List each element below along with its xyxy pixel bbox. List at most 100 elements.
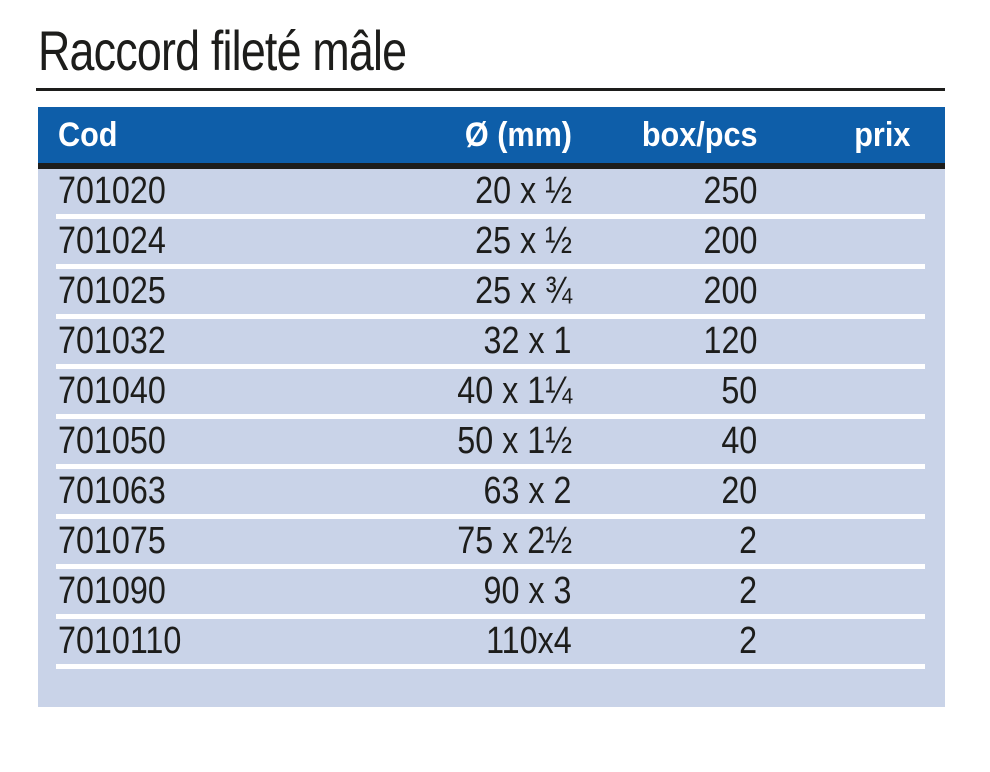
cell-box-pcs: 120 — [572, 320, 757, 363]
cell-box-pcs: 40 — [572, 420, 757, 463]
row-separator — [56, 264, 925, 269]
cell-box-value: 2 — [739, 520, 757, 562]
cell-box-pcs: 200 — [572, 270, 757, 313]
page-title: Raccord fileté mâle — [38, 19, 407, 82]
cell-cod-value: 701063 — [58, 470, 166, 512]
product-table: Cod Ø (mm) box/pcs prix 701020 20 x ½ 25… — [38, 107, 945, 707]
column-header-box-pcs-label: box/pcs — [641, 115, 757, 154]
cell-cod: 701040 — [38, 370, 338, 413]
cell-cod-value: 701024 — [58, 220, 166, 262]
cell-diameter-value: 25 x ¾ — [475, 270, 572, 312]
cell-diameter: 25 x ¾ — [338, 270, 572, 313]
cell-prix — [757, 370, 910, 413]
cell-prix — [757, 470, 910, 513]
cell-prix — [757, 220, 910, 263]
table-row: 701075 75 x 2½ 2 — [38, 519, 945, 564]
column-header-diameter: Ø (mm) — [338, 116, 572, 155]
column-header-diameter-label: Ø (mm) — [464, 115, 572, 154]
cell-box-pcs: 20 — [572, 470, 757, 513]
cell-cod: 701063 — [38, 470, 338, 513]
cell-prix — [757, 270, 910, 313]
cell-cod-value: 701032 — [58, 320, 166, 362]
cell-cod: 701025 — [38, 270, 338, 313]
cell-diameter-value: 40 x 1¼ — [457, 370, 572, 412]
cell-box-value: 50 — [721, 370, 757, 412]
row-separator — [56, 614, 925, 619]
table-row: 701050 50 x 1½ 40 — [38, 419, 945, 464]
cell-cod: 701090 — [38, 570, 338, 613]
cell-diameter: 110x4 — [338, 620, 572, 663]
cell-diameter: 25 x ½ — [338, 220, 572, 263]
table-row: 701020 20 x ½ 250 — [38, 169, 945, 214]
row-separator — [56, 564, 925, 569]
row-separator — [56, 214, 925, 219]
row-separator — [56, 464, 925, 469]
cell-cod: 701024 — [38, 220, 338, 263]
column-header-cod: Cod — [38, 116, 338, 155]
cell-prix — [757, 320, 910, 363]
table-row: 701024 25 x ½ 200 — [38, 219, 945, 264]
cell-prix — [757, 520, 910, 563]
cell-cod-value: 7010110 — [58, 620, 182, 662]
cell-cod-value: 701040 — [58, 370, 166, 412]
cell-prix — [757, 570, 910, 613]
cell-diameter-value: 75 x 2½ — [457, 520, 572, 562]
cell-box-value: 200 — [703, 270, 757, 312]
table-row: 701032 32 x 1 120 — [38, 319, 945, 364]
header-divider — [38, 163, 945, 169]
cell-cod: 7010110 — [38, 620, 338, 663]
table-row: 7010110 110x4 2 — [38, 619, 945, 664]
cell-box-pcs: 50 — [572, 370, 757, 413]
cell-box-pcs: 200 — [572, 220, 757, 263]
cell-diameter: 75 x 2½ — [338, 520, 572, 563]
row-separator — [56, 514, 925, 519]
table-row: 701025 25 x ¾ 200 — [38, 269, 945, 314]
cell-prix — [757, 620, 910, 663]
cell-box-value: 20 — [721, 470, 757, 512]
title-divider — [36, 88, 945, 91]
cell-prix — [757, 420, 910, 463]
column-header-prix: prix — [757, 116, 910, 155]
cell-box-value: 2 — [739, 620, 757, 662]
table-body: 701020 20 x ½ 250 701024 25 x ½ 200 7010… — [38, 169, 945, 669]
row-separator — [56, 314, 925, 319]
cell-diameter-value: 25 x ½ — [475, 220, 572, 262]
table-footer-strip — [38, 669, 945, 707]
cell-diameter: 90 x 3 — [338, 570, 572, 613]
row-separator — [56, 364, 925, 369]
table-row: 701090 90 x 3 2 — [38, 569, 945, 614]
cell-box-pcs: 250 — [572, 170, 757, 213]
cell-cod-value: 701090 — [58, 570, 166, 612]
cell-cod: 701032 — [38, 320, 338, 363]
cell-cod-value: 701020 — [58, 170, 166, 212]
cell-diameter-value: 90 x 3 — [483, 570, 572, 612]
cell-diameter: 50 x 1½ — [338, 420, 572, 463]
cell-cod: 701050 — [38, 420, 338, 463]
column-header-box-pcs: box/pcs — [572, 116, 757, 155]
cell-diameter: 32 x 1 — [338, 320, 572, 363]
cell-diameter-value: 50 x 1½ — [457, 420, 572, 462]
row-separator — [56, 414, 925, 419]
cell-diameter-value: 20 x ½ — [475, 170, 572, 212]
cell-diameter: 63 x 2 — [338, 470, 572, 513]
cell-box-pcs: 2 — [572, 620, 757, 663]
cell-diameter: 20 x ½ — [338, 170, 572, 213]
cell-box-value: 120 — [703, 320, 757, 362]
cell-cod-value: 701050 — [58, 420, 166, 462]
table-row: 701040 40 x 1¼ 50 — [38, 369, 945, 414]
cell-diameter-value: 32 x 1 — [483, 320, 572, 362]
cell-box-pcs: 2 — [572, 570, 757, 613]
table-row: 701063 63 x 2 20 — [38, 469, 945, 514]
table-header-row: Cod Ø (mm) box/pcs prix — [38, 107, 945, 163]
cell-cod: 701075 — [38, 520, 338, 563]
column-header-prix-label: prix — [853, 115, 910, 154]
row-separator — [56, 664, 925, 669]
cell-prix — [757, 170, 910, 213]
column-header-cod-label: Cod — [58, 115, 118, 154]
cell-box-value: 40 — [721, 420, 757, 462]
cell-cod-value: 701075 — [58, 520, 166, 562]
cell-diameter-value: 63 x 2 — [483, 470, 572, 512]
cell-diameter: 40 x 1¼ — [338, 370, 572, 413]
cell-cod-value: 701025 — [58, 270, 166, 312]
